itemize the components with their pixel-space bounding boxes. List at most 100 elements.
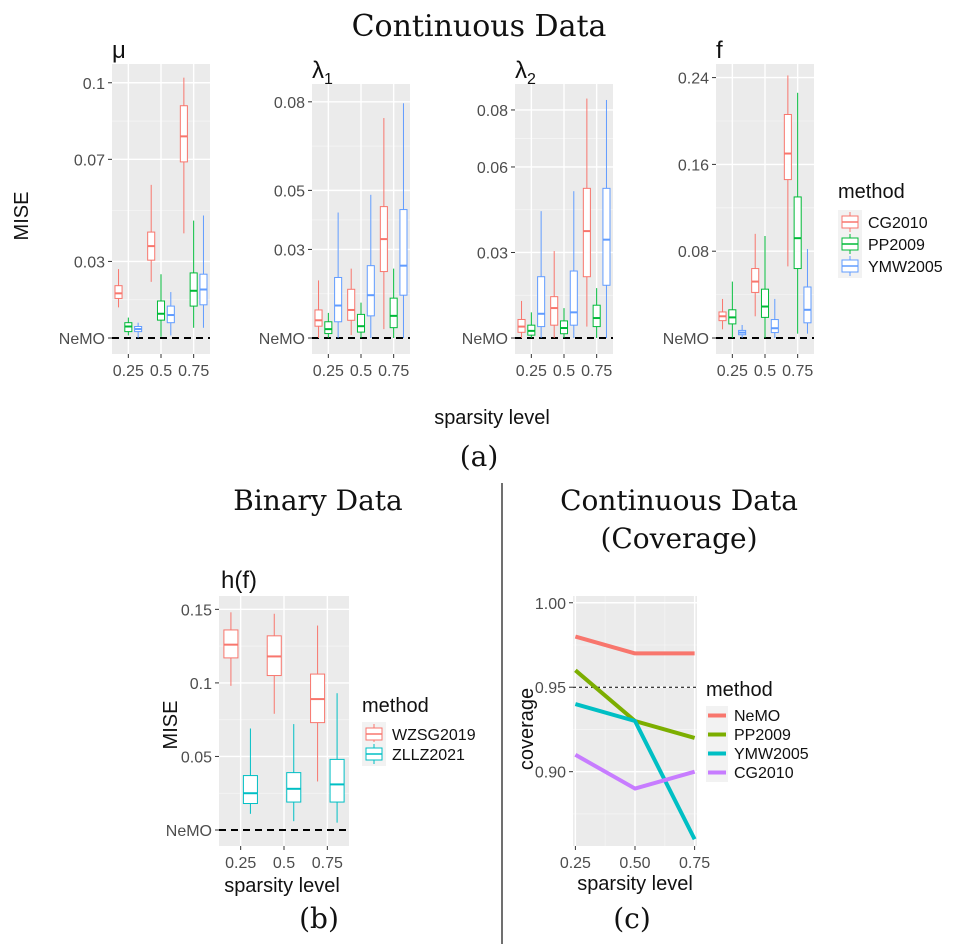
- box-iqr: [189, 272, 198, 307]
- legend-label: YMW2005: [734, 746, 809, 763]
- binary-data-title: Binary Data: [233, 484, 402, 517]
- series-line-ymw2005: [574, 702, 697, 841]
- box-iqr: [602, 187, 611, 286]
- coverage-legend-title: method: [706, 679, 773, 701]
- box-iqr: [242, 775, 258, 805]
- x-tick-label: 0.5: [754, 363, 776, 380]
- x-tick-label: 0.75: [581, 363, 612, 380]
- panel-title-subscript: 1: [324, 71, 333, 88]
- y-tick-label: 0.08: [678, 244, 709, 261]
- x-tick-label: 0.75: [312, 855, 343, 872]
- box-iqr: [569, 270, 578, 326]
- legend-label: PP2009: [734, 727, 791, 744]
- y-tick-label: 0.16: [678, 157, 709, 174]
- box-iqr: [329, 758, 345, 803]
- continuous-legend-title: method: [838, 181, 905, 203]
- sparsity-level-x-label: sparsity level: [434, 407, 550, 429]
- box-iqr: [114, 285, 123, 299]
- lambda2-boxplot-panel: 0.03 0.06 0.08 0.25 0.5 0.75 NeMO λ2: [462, 57, 613, 380]
- box-iqr: [550, 296, 559, 326]
- legend-label: ZLLZ2021: [392, 747, 465, 764]
- box-iqr: [537, 276, 546, 328]
- box-iqr: [760, 288, 770, 318]
- box-iqr: [324, 321, 333, 335]
- box-iqr: [334, 276, 343, 323]
- legend-label: YMW2005: [868, 259, 943, 276]
- y-tick-label: 0.08: [274, 95, 305, 112]
- binary-legend-title: method: [362, 695, 429, 717]
- mise-y-axis-label: MISE: [11, 192, 33, 241]
- x-tick-label: 0.5: [150, 363, 172, 380]
- x-tick-label: 0.25: [225, 855, 256, 872]
- box-iqr: [356, 313, 366, 333]
- y-tick-label: 0.05: [274, 183, 305, 200]
- y-tick-label: 0.08: [477, 103, 508, 120]
- legend-label: CG2010: [734, 765, 794, 782]
- f-boxplot-panel: 0.08 0.16 0.24 0.25 0.5 0.75 NeMO f: [663, 37, 814, 380]
- x-tick-label: 0.75: [378, 363, 409, 380]
- box-iqr: [770, 319, 779, 334]
- x-tick-label: 0.25: [560, 855, 591, 872]
- baseline-tick-label: NeMO: [663, 331, 709, 348]
- y-tick-label: 0.24: [678, 71, 709, 88]
- y-tick-label: 0.1: [83, 76, 105, 93]
- y-tick-label: 1.00: [535, 596, 566, 613]
- box-iqr: [751, 268, 760, 293]
- baseline-tick-label: NeMO: [59, 331, 105, 348]
- y-tick-label: 0.03: [74, 254, 105, 271]
- binary-legend: method WZSG2019 ZLLZ2021: [362, 695, 476, 766]
- box-iqr: [156, 300, 166, 321]
- box-iqr: [179, 105, 188, 163]
- panel-title: λ2: [515, 57, 536, 88]
- panel-label-a: (a): [460, 440, 499, 473]
- panel-title-subscript: 2: [527, 71, 536, 88]
- x-tick-label: 0.25: [717, 363, 748, 380]
- baseline-tick-label: NeMO: [166, 823, 212, 840]
- y-tick-label: 0.07: [74, 152, 105, 169]
- y-axis-label: MISE: [160, 701, 182, 750]
- x-tick-label: 0.75: [178, 363, 209, 380]
- baseline-tick-label: NeMO: [462, 331, 508, 348]
- continuous-data-title: Continuous Data: [352, 9, 607, 44]
- box-iqr: [803, 286, 812, 324]
- x-tick-label: 0.25: [113, 363, 144, 380]
- coverage-title-line1: Continuous Data: [560, 484, 798, 517]
- y-tick-label: 0.03: [274, 242, 305, 259]
- y-tick-label: 0.05: [181, 749, 212, 766]
- hf-boxplot-panel: 0.05 0.1 0.15 0.25 0.5 0.75 NeMO h(f) sparsity l…: [160, 567, 349, 897]
- box-iqr: [347, 288, 356, 321]
- box-iqr: [399, 209, 408, 296]
- panel-label-b: (b): [299, 902, 339, 935]
- x-tick-label: 0.5: [273, 855, 295, 872]
- box-iqr: [366, 265, 375, 317]
- x-tick-label: 0.50: [619, 855, 650, 872]
- mu-boxplot-panel: 0.03 0.07 0.1 0.25 0.5 0.75 NeMO μ: [59, 37, 210, 380]
- panel-title: h(f): [221, 567, 257, 594]
- box-iqr: [592, 304, 601, 328]
- coverage-title-line2: (Coverage): [600, 522, 757, 555]
- x-tick-label: 0.25: [516, 363, 547, 380]
- panel-label-c: (c): [613, 902, 651, 935]
- x-tick-label: 0.75: [679, 855, 710, 872]
- continuous-legend: method CG2010 PP2009 YMW2005: [838, 181, 943, 278]
- x-axis-label: sparsity level: [577, 873, 693, 895]
- legend-label: CG2010: [868, 215, 928, 232]
- panel-title: f: [716, 37, 723, 64]
- legend-key: [838, 254, 862, 278]
- y-tick-label: 0.03: [477, 245, 508, 262]
- y-axis-label: coverage: [516, 688, 538, 770]
- coverage-legend: method NeMO PP2009 YMW2005 CG2010: [706, 679, 809, 782]
- x-tick-label: 0.5: [350, 363, 372, 380]
- y-tick-label: 0.15: [181, 602, 212, 619]
- y-tick-label: 0.1: [190, 676, 212, 693]
- box-iqr: [389, 297, 398, 329]
- panel-title: λ1: [312, 57, 333, 88]
- lambda1-boxplot-panel: 0.03 0.05 0.08 0.25 0.5 0.75 NeMO λ1: [259, 57, 410, 380]
- box-iqr: [793, 196, 802, 270]
- series-line-nemo: [574, 634, 695, 656]
- y-tick-label: 0.95: [535, 680, 566, 697]
- box-iqr: [314, 309, 323, 327]
- series-line-cg2010: [574, 753, 696, 791]
